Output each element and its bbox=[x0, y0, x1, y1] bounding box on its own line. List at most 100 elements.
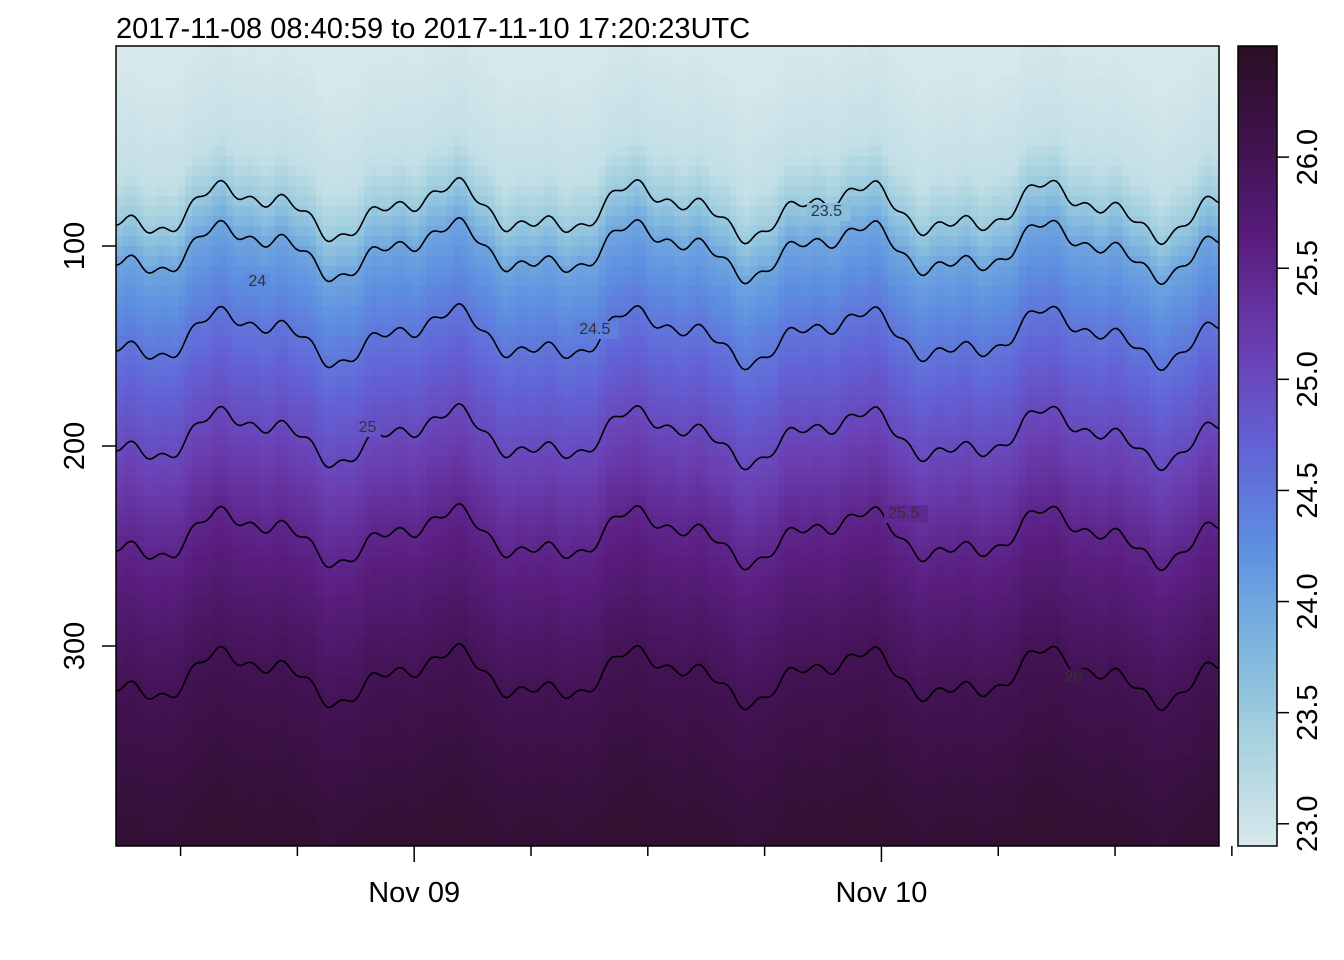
heatmap-cell bbox=[357, 726, 365, 737]
heatmap-cell bbox=[502, 546, 510, 557]
heatmap-cell bbox=[184, 826, 193, 837]
heatmap-cell bbox=[474, 96, 482, 107]
heatmap-cell bbox=[522, 746, 531, 757]
heatmap-cell bbox=[315, 376, 324, 387]
heatmap-cell bbox=[391, 336, 400, 347]
heatmap-cell bbox=[246, 416, 255, 427]
heatmap-cell bbox=[343, 56, 351, 67]
heatmap-cell bbox=[495, 286, 503, 297]
heatmap-cell bbox=[246, 686, 255, 697]
heatmap-cell bbox=[391, 386, 400, 397]
heatmap-cell bbox=[136, 396, 145, 407]
heatmap-cell bbox=[508, 356, 517, 367]
heatmap-cell bbox=[240, 636, 248, 647]
heatmap-cell bbox=[522, 476, 531, 487]
heatmap-cell bbox=[164, 526, 172, 537]
heatmap-cell bbox=[129, 836, 138, 846]
heatmap-cell bbox=[233, 366, 241, 377]
heatmap-cell bbox=[184, 376, 193, 387]
heatmap-cell bbox=[267, 606, 276, 617]
heatmap-cell bbox=[426, 806, 434, 817]
heatmap-cell bbox=[357, 356, 365, 367]
heatmap-cell bbox=[440, 656, 448, 667]
heatmap-cell bbox=[446, 436, 455, 447]
heatmap-cell bbox=[157, 616, 165, 627]
heatmap-cell bbox=[460, 96, 469, 107]
heatmap-cell bbox=[281, 236, 289, 247]
heatmap-cell bbox=[350, 336, 358, 347]
heatmap-cell bbox=[116, 426, 124, 437]
heatmap-cell bbox=[150, 276, 158, 287]
heatmap-cell bbox=[495, 626, 503, 637]
heatmap-cell bbox=[274, 276, 283, 287]
heatmap-cell bbox=[405, 206, 414, 217]
heatmap-cell bbox=[288, 56, 296, 67]
heatmap-cell bbox=[419, 796, 427, 807]
heatmap-cell bbox=[515, 276, 524, 287]
heatmap-cell bbox=[267, 456, 276, 467]
heatmap-cell bbox=[426, 226, 434, 237]
heatmap-cell bbox=[253, 386, 262, 397]
heatmap-cell bbox=[467, 706, 476, 717]
heatmap-cell bbox=[205, 496, 214, 507]
heatmap-cell bbox=[309, 546, 317, 557]
heatmap-cell bbox=[467, 276, 476, 287]
heatmap-cell bbox=[488, 316, 496, 327]
heatmap-cell bbox=[474, 206, 482, 217]
heatmap-cell bbox=[536, 676, 545, 687]
heatmap-cell bbox=[315, 706, 324, 717]
heatmap-cell bbox=[191, 96, 200, 107]
heatmap-cell bbox=[178, 746, 186, 757]
heatmap-cell bbox=[495, 756, 503, 767]
heatmap-cell bbox=[205, 756, 214, 767]
heatmap-cell bbox=[246, 616, 255, 627]
heatmap-cell bbox=[281, 646, 289, 657]
heatmap-cell bbox=[467, 266, 476, 277]
heatmap-cell bbox=[164, 786, 172, 797]
heatmap-cell bbox=[440, 476, 448, 487]
heatmap-cell bbox=[315, 576, 324, 587]
heatmap-cell bbox=[453, 426, 462, 437]
heatmap-cell bbox=[536, 396, 545, 407]
heatmap-cell bbox=[364, 66, 372, 77]
heatmap-cell bbox=[522, 506, 531, 517]
heatmap-cell bbox=[460, 786, 469, 797]
heatmap-cell bbox=[198, 396, 207, 407]
heatmap-cell bbox=[295, 356, 303, 367]
heatmap-cell bbox=[260, 316, 269, 327]
heatmap-cell bbox=[171, 316, 179, 327]
heatmap-cell bbox=[502, 496, 510, 507]
heatmap-cell bbox=[253, 356, 262, 367]
heatmap-cell bbox=[529, 416, 538, 427]
heatmap-cell bbox=[391, 426, 400, 437]
heatmap-cell bbox=[129, 516, 138, 527]
heatmap-cell bbox=[384, 316, 393, 327]
heatmap-cell bbox=[178, 86, 186, 97]
heatmap-cell bbox=[329, 206, 338, 217]
heatmap-cell bbox=[116, 486, 124, 497]
heatmap-cell bbox=[377, 126, 386, 137]
heatmap-cell bbox=[198, 776, 207, 787]
heatmap-cell bbox=[536, 736, 545, 747]
heatmap-cell bbox=[371, 746, 379, 757]
heatmap-cell bbox=[446, 276, 455, 287]
heatmap-cell bbox=[302, 606, 310, 617]
heatmap-cell bbox=[343, 746, 351, 757]
heatmap-cell bbox=[295, 806, 303, 817]
heatmap-cell bbox=[502, 296, 510, 307]
heatmap-cell bbox=[143, 126, 152, 137]
heatmap-cell bbox=[371, 586, 379, 597]
heatmap-cell bbox=[129, 416, 138, 427]
heatmap-cell bbox=[246, 696, 255, 707]
heatmap-cell bbox=[446, 486, 455, 497]
heatmap-cell bbox=[322, 666, 331, 677]
heatmap-cell bbox=[309, 756, 317, 767]
heatmap-cell bbox=[522, 696, 531, 707]
heatmap-cell bbox=[398, 836, 407, 846]
heatmap-cell bbox=[171, 246, 179, 257]
heatmap-cell bbox=[508, 656, 517, 667]
heatmap-cell bbox=[536, 806, 545, 817]
heatmap-cell bbox=[543, 376, 551, 387]
heatmap-cell bbox=[488, 736, 496, 747]
heatmap-cell bbox=[508, 546, 517, 557]
